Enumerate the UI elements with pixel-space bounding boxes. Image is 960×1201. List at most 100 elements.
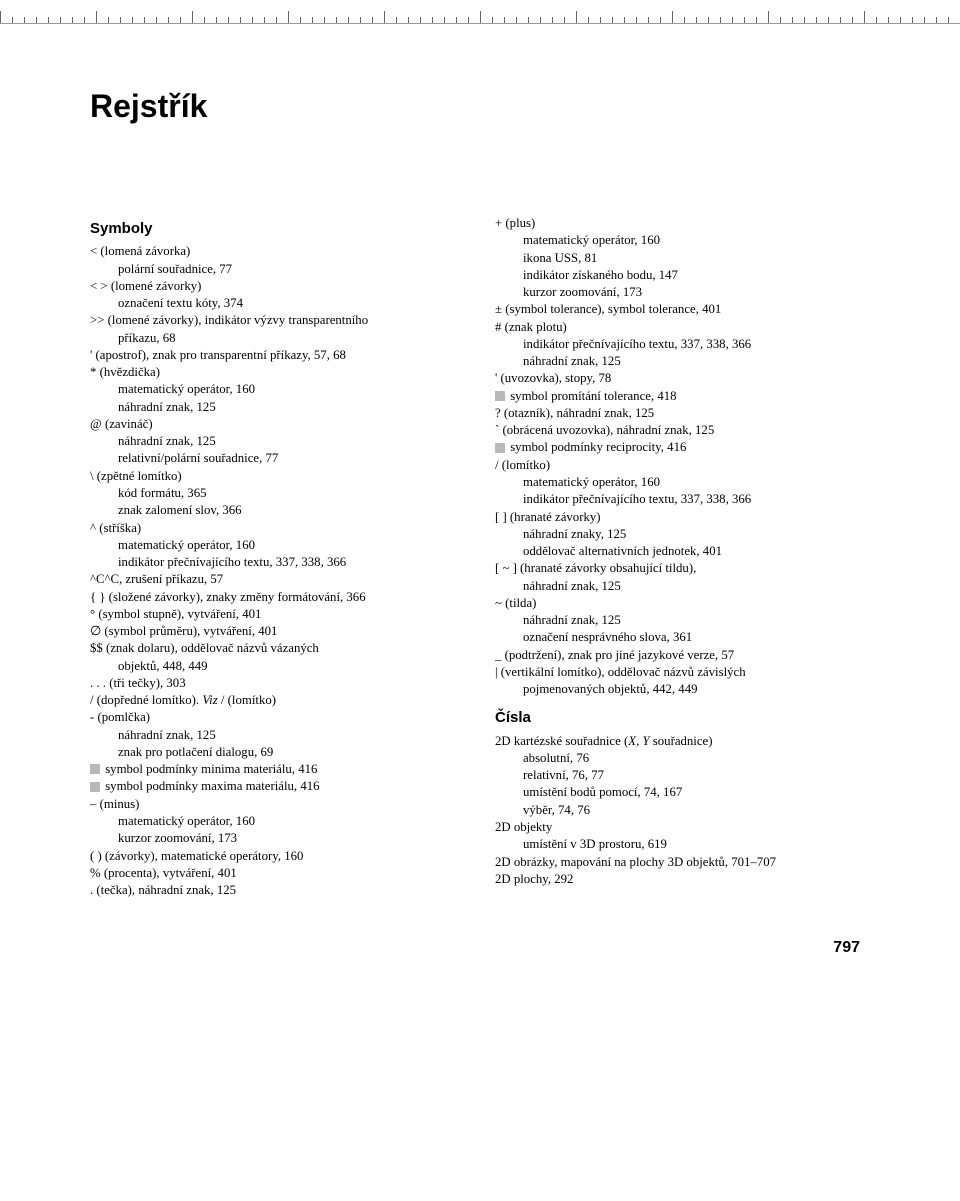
ruler-tick (480, 11, 481, 23)
page-body: Rejstřík Symboly < (lomená závorka)polár… (0, 28, 960, 997)
index-line: \ (zpětné lomítko) (90, 468, 465, 485)
ruler-tick (324, 17, 325, 23)
index-line: kód formátu, 365 (90, 485, 465, 502)
index-line: [ ~ ] (hranaté závorky obsahující tildu)… (495, 560, 870, 577)
ruler-tick (84, 17, 85, 23)
index-line: indikátor přečnívajícího textu, 337, 338… (495, 336, 870, 353)
index-line: symbol podmínky minima materiálu, 416 (90, 761, 465, 778)
ruler-tick (828, 17, 829, 23)
index-line: ikona USS, 81 (495, 250, 870, 267)
ruler-tick (228, 17, 229, 23)
ruler-tick (936, 17, 937, 23)
ruler-tick (756, 17, 757, 23)
ruler-tick (432, 17, 433, 23)
ruler-tick (492, 17, 493, 23)
ruler-tick (300, 17, 301, 23)
index-line: náhradní znak, 125 (90, 727, 465, 744)
ruler-tick (744, 17, 745, 23)
index-line: náhradní znak, 125 (90, 433, 465, 450)
index-line: @ (zavináč) (90, 416, 465, 433)
left-column: Symboly < (lomená závorka)polární souřad… (90, 215, 465, 899)
ruler-tick (420, 17, 421, 23)
ruler-tick (156, 17, 157, 23)
ruler-tick (816, 17, 817, 23)
index-line: ` (obrácená uvozovka), náhradní znak, 12… (495, 422, 870, 439)
ruler-tick (924, 17, 925, 23)
ruler-tick (456, 17, 457, 23)
italic-text: X, Y (628, 734, 649, 748)
index-line: # (znak plotu) (495, 319, 870, 336)
ruler-tick (576, 11, 577, 23)
ruler-tick (120, 17, 121, 23)
ruler-tick (24, 17, 25, 23)
ruler-tick (348, 17, 349, 23)
index-line: matematický operátor, 160 (90, 537, 465, 554)
index-line: < > (lomené závorky) (90, 278, 465, 295)
ruler-tick (804, 17, 805, 23)
index-line: ^C^C, zrušení příkazu, 57 (90, 571, 465, 588)
ruler-tick (180, 17, 181, 23)
ruler-tick (144, 17, 145, 23)
ruler-tick (276, 17, 277, 23)
index-line: . (tečka), náhradní znak, 125 (90, 882, 465, 899)
ruler-tick (408, 17, 409, 23)
index-line: umístění bodů pomocí, 74, 167 (495, 784, 870, 801)
index-line: kurzor zoomování, 173 (495, 284, 870, 301)
index-line: ± (symbol tolerance), symbol tolerance, … (495, 301, 870, 318)
index-line: _ (podtržení), znak pro jiné jazykové ve… (495, 647, 870, 664)
index-line: kurzor zoomování, 173 (90, 830, 465, 847)
index-line: indikátor získaného bodu, 147 (495, 267, 870, 284)
condition-symbol-icon (495, 443, 505, 453)
ruler-tick (948, 17, 949, 23)
index-line: ( ) (závorky), matematické operátory, 16… (90, 848, 465, 865)
ruler-tick (552, 17, 553, 23)
index-line: náhradní znak, 125 (495, 612, 870, 629)
ruler-tick (168, 17, 169, 23)
ruler-tick (240, 17, 241, 23)
index-line: ~ (tilda) (495, 595, 870, 612)
index-line: znak zalomení slov, 366 (90, 502, 465, 519)
index-line: ∅ (symbol průměru), vytváření, 401 (90, 623, 465, 640)
ruler-tick (60, 17, 61, 23)
ruler-tick (672, 11, 673, 23)
ruler-tick (396, 17, 397, 23)
index-line: relativní/polární souřadnice, 77 (90, 450, 465, 467)
ruler-tick (600, 17, 601, 23)
index-line: { } (složené závorky), znaky změny formá… (90, 589, 465, 606)
right-column: + (plus)matematický operátor, 160ikona U… (495, 215, 870, 899)
index-line: výběr, 74, 76 (495, 802, 870, 819)
ruler-tick (528, 17, 529, 23)
ruler-tick (336, 17, 337, 23)
index-line: oddělovač alternativních jednotek, 401 (495, 543, 870, 560)
index-line: – (minus) (90, 796, 465, 813)
ruler-tick (216, 17, 217, 23)
index-line: příkazu, 68 (90, 330, 465, 347)
page-title: Rejstřík (90, 88, 870, 125)
italic-text: Viz (202, 693, 217, 707)
ruler-tick (48, 17, 49, 23)
ruler-tick (708, 17, 709, 23)
ruler-tick (648, 17, 649, 23)
index-line: matematický operátor, 160 (90, 813, 465, 830)
ruler-tick (360, 17, 361, 23)
index-line: ' (uvozovka), stopy, 78 (495, 370, 870, 387)
ruler-tick (624, 17, 625, 23)
index-line: náhradní znak, 125 (495, 578, 870, 595)
top-ruler (0, 0, 960, 24)
index-line: [ ] (hranaté závorky) (495, 509, 870, 526)
index-line: ^ (stříška) (90, 520, 465, 537)
ruler-tick (192, 11, 193, 23)
index-line: označení nesprávného slova, 361 (495, 629, 870, 646)
page-number: 797 (90, 939, 870, 957)
index-line: náhradní znak, 125 (495, 353, 870, 370)
ruler-tick (96, 11, 97, 23)
ruler-tick (264, 17, 265, 23)
index-line: * (hvězdička) (90, 364, 465, 381)
index-line: / (dopředné lomítko). Viz / (lomítko) (90, 692, 465, 709)
index-line: znak pro potlačení dialogu, 69 (90, 744, 465, 761)
ruler-tick (696, 17, 697, 23)
index-line: ' (apostrof), znak pro transparentní pří… (90, 347, 465, 364)
section-heading-symbols: Symboly (90, 219, 465, 239)
ruler-tick (636, 17, 637, 23)
ruler-tick (288, 11, 289, 23)
